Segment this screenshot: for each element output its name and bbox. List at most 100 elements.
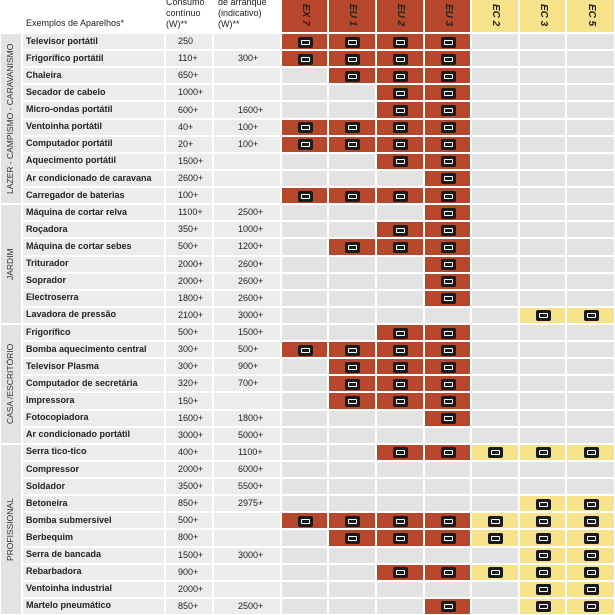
group-cell xyxy=(0,324,22,444)
name-cell xyxy=(22,255,165,273)
name-cell xyxy=(22,358,165,376)
startup-watts: 2500+ xyxy=(238,207,264,218)
model-cell xyxy=(424,272,471,290)
appliance-icon xyxy=(297,36,313,48)
model-cell xyxy=(519,50,566,68)
model-cell xyxy=(424,563,471,581)
model-cell xyxy=(519,597,566,615)
model-cell xyxy=(328,289,376,307)
model-cell xyxy=(519,289,566,307)
model-cell xyxy=(328,152,376,170)
value-cell xyxy=(165,306,213,324)
model-cell xyxy=(281,84,328,102)
startup-watts: 2975+ xyxy=(238,498,264,509)
startup-watts: 1100+ xyxy=(238,446,263,457)
name-cell xyxy=(22,426,165,444)
model-cell xyxy=(281,67,328,85)
model-cell xyxy=(281,358,328,376)
model-cell xyxy=(281,546,328,564)
value-cell xyxy=(213,341,281,359)
model-cell xyxy=(328,546,376,564)
model-cell xyxy=(519,512,566,530)
model-cell xyxy=(519,409,566,427)
model-cell xyxy=(519,238,566,256)
model-cell xyxy=(424,289,471,307)
model-cell xyxy=(281,478,328,496)
continuous-watts: 1800+ xyxy=(178,292,204,303)
model-cell xyxy=(376,204,424,222)
appliance-icon xyxy=(393,105,408,117)
model-cell xyxy=(281,221,328,239)
name-cell xyxy=(22,495,165,513)
model-cell xyxy=(566,392,615,410)
continuous-watts: 500+ xyxy=(178,241,199,252)
appliance-name: Ventoinha industrial xyxy=(26,583,113,594)
startup-watts: 100+ xyxy=(238,138,259,149)
value-cell xyxy=(213,33,281,51)
appliance-name: Bomba aquecimento central xyxy=(26,343,147,354)
model-cell xyxy=(328,358,376,376)
model-cell xyxy=(376,392,424,410)
appliance-name: Ar condicionado de caravana xyxy=(26,172,152,183)
appliance-icon xyxy=(440,515,456,527)
name-cell xyxy=(22,272,165,290)
value-cell xyxy=(165,546,213,564)
continuous-watts: 3500+ xyxy=(178,481,204,492)
appliance-icon xyxy=(440,344,456,356)
continuous-watts: 2000+ xyxy=(178,583,204,594)
model-cell xyxy=(281,101,328,119)
appliance-name: Máquina de cortar relva xyxy=(26,206,128,217)
appliance-icon xyxy=(345,532,360,544)
appliance-name: Roçadora xyxy=(26,223,68,234)
model-cell xyxy=(566,460,615,479)
model-cell xyxy=(376,324,424,342)
model-cell xyxy=(471,324,519,342)
model-cell xyxy=(519,84,566,102)
name-cell xyxy=(22,409,165,427)
value-cell xyxy=(165,221,213,239)
model-cell xyxy=(328,529,376,547)
value-cell xyxy=(213,597,281,615)
model-cell xyxy=(376,84,424,102)
model-cell xyxy=(281,135,328,153)
appliance-icon xyxy=(440,173,456,185)
appliance-icon xyxy=(440,105,456,117)
appliance-icon xyxy=(535,584,551,596)
appliance-icon xyxy=(345,70,360,82)
appliance-icon xyxy=(345,515,360,527)
startup-watts: 1000+ xyxy=(238,224,264,235)
model-cell xyxy=(424,306,471,324)
model-cell xyxy=(376,101,424,119)
model-cell xyxy=(424,478,471,496)
model-name: EU 1 xyxy=(347,4,358,27)
model-cell xyxy=(328,443,376,461)
model-cell xyxy=(471,375,519,393)
continuous-watts: 400+ xyxy=(178,446,199,457)
model-cell xyxy=(424,221,471,239)
model-cell xyxy=(424,529,471,547)
model-cell xyxy=(566,306,615,324)
continuous-watts: 2000+ xyxy=(178,464,204,474)
model-cell xyxy=(328,409,376,427)
appliance-icon xyxy=(583,584,599,596)
appliance-name: Frigorífico xyxy=(26,326,71,337)
appliance-icon xyxy=(393,36,408,48)
appliance-icon xyxy=(583,515,599,527)
value-cell xyxy=(165,67,213,85)
appliance-icon xyxy=(345,396,360,408)
appliance-name: Ar condicionado portátil xyxy=(26,429,131,440)
appliance-icon xyxy=(535,310,551,322)
value-cell xyxy=(213,289,281,307)
appliance-icon xyxy=(345,190,360,202)
model-cell xyxy=(566,563,615,581)
model-cell xyxy=(471,546,519,564)
appliance-name: Impressora xyxy=(26,395,75,406)
model-cell xyxy=(424,546,471,564)
appliance-icon xyxy=(440,327,456,339)
group-cell xyxy=(0,443,22,615)
model-cell xyxy=(471,118,519,136)
group-label: PROFISSIONAL xyxy=(5,498,15,561)
appliance-icon xyxy=(583,447,599,459)
model-cell xyxy=(471,152,519,170)
